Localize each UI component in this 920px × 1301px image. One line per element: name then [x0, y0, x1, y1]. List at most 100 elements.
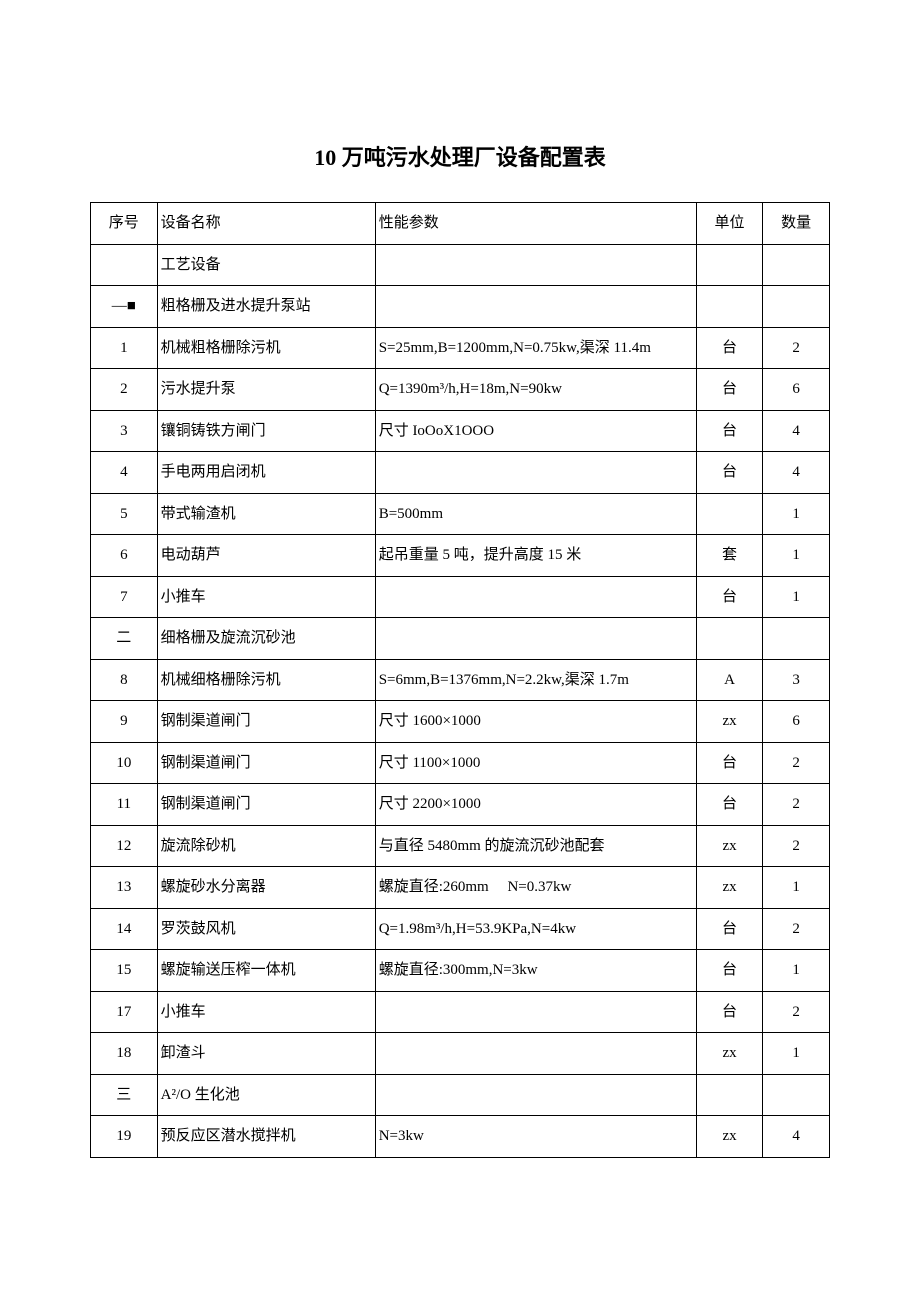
- cell-name: 污水提升泵: [157, 369, 375, 411]
- cell-qty: [763, 618, 830, 660]
- cell-param: 螺旋直径:300mm,N=3kw: [375, 950, 696, 992]
- cell-seq: 3: [91, 410, 158, 452]
- cell-seq: 8: [91, 659, 158, 701]
- cell-unit: zx: [696, 825, 763, 867]
- cell-name: A²/O 生化池: [157, 1074, 375, 1116]
- cell-qty: 2: [763, 991, 830, 1033]
- cell-param: Q=1390m³/h,H=18m,N=90kw: [375, 369, 696, 411]
- cell-seq: [91, 244, 158, 286]
- cell-param: 起吊重量 5 吨，提升高度 15 米: [375, 535, 696, 577]
- cell-qty: 1: [763, 867, 830, 909]
- cell-param: [375, 286, 696, 328]
- cell-param: Q=1.98m³/h,H=53.9KPa,N=4kw: [375, 908, 696, 950]
- cell-param: [375, 452, 696, 494]
- cell-param: 尺寸 2200×1000: [375, 784, 696, 826]
- table-row: 3镶铜铸铁方闸门尺寸 IoOoX1OOO台4: [91, 410, 830, 452]
- cell-param: [375, 244, 696, 286]
- cell-unit: 台: [696, 950, 763, 992]
- cell-unit: 台: [696, 991, 763, 1033]
- cell-param: [375, 1074, 696, 1116]
- cell-unit: zx: [696, 701, 763, 743]
- cell-unit: 台: [696, 576, 763, 618]
- cell-seq: 9: [91, 701, 158, 743]
- cell-name: 电动葫芦: [157, 535, 375, 577]
- cell-qty: 2: [763, 327, 830, 369]
- cell-seq: 17: [91, 991, 158, 1033]
- cell-name: 旋流除砂机: [157, 825, 375, 867]
- table-row: 13螺旋砂水分离器螺旋直径:260mm N=0.37kwzx1: [91, 867, 830, 909]
- cell-unit: 台: [696, 369, 763, 411]
- cell-name: 镶铜铸铁方闸门: [157, 410, 375, 452]
- cell-param: 尺寸 IoOoX1OOO: [375, 410, 696, 452]
- cell-param: 与直径 5480mm 的旋流沉砂池配套: [375, 825, 696, 867]
- cell-qty: 2: [763, 825, 830, 867]
- cell-unit: 台: [696, 452, 763, 494]
- cell-name: 机械细格栅除污机: [157, 659, 375, 701]
- table-row: 10钢制渠道闸门尺寸 1100×1000台2: [91, 742, 830, 784]
- cell-qty: 1: [763, 493, 830, 535]
- cell-unit: 台: [696, 410, 763, 452]
- cell-qty: 4: [763, 410, 830, 452]
- cell-name: 工艺设备: [157, 244, 375, 286]
- cell-unit: [696, 286, 763, 328]
- cell-qty: 6: [763, 369, 830, 411]
- cell-name: 机械粗格栅除污机: [157, 327, 375, 369]
- cell-seq: 1: [91, 327, 158, 369]
- table-row: 14罗茨鼓风机Q=1.98m³/h,H=53.9KPa,N=4kw台2: [91, 908, 830, 950]
- cell-qty: 4: [763, 452, 830, 494]
- cell-unit: [696, 1074, 763, 1116]
- cell-seq: 三: [91, 1074, 158, 1116]
- table-row: 4手电两用启闭机台4: [91, 452, 830, 494]
- cell-seq: —■: [91, 286, 158, 328]
- cell-qty: [763, 286, 830, 328]
- table-header-row: 序号 设备名称 性能参数 单位 数量: [91, 203, 830, 245]
- cell-unit: zx: [696, 867, 763, 909]
- cell-name: 钢制渠道闸门: [157, 784, 375, 826]
- cell-name: 粗格栅及进水提升泵站: [157, 286, 375, 328]
- table-row: 二细格栅及旋流沉砂池: [91, 618, 830, 660]
- cell-unit: zx: [696, 1116, 763, 1158]
- cell-qty: [763, 244, 830, 286]
- cell-seq: 15: [91, 950, 158, 992]
- table-row: 12旋流除砂机与直径 5480mm 的旋流沉砂池配套zx2: [91, 825, 830, 867]
- header-unit: 单位: [696, 203, 763, 245]
- table-row: 7小推车台1: [91, 576, 830, 618]
- cell-unit: zx: [696, 1033, 763, 1075]
- cell-unit: 台: [696, 742, 763, 784]
- table-row: 11钢制渠道闸门尺寸 2200×1000台2: [91, 784, 830, 826]
- cell-seq: 14: [91, 908, 158, 950]
- cell-unit: A: [696, 659, 763, 701]
- table-body: 工艺设备—■粗格栅及进水提升泵站1机械粗格栅除污机S=25mm,B=1200mm…: [91, 244, 830, 1157]
- cell-name: 钢制渠道闸门: [157, 742, 375, 784]
- page-title: 10 万吨污水处理厂设备配置表: [90, 140, 830, 172]
- cell-name: 卸渣斗: [157, 1033, 375, 1075]
- cell-seq: 二: [91, 618, 158, 660]
- cell-unit: 台: [696, 784, 763, 826]
- cell-qty: 2: [763, 784, 830, 826]
- table-row: 6电动葫芦起吊重量 5 吨，提升高度 15 米套1: [91, 535, 830, 577]
- cell-seq: 6: [91, 535, 158, 577]
- equipment-table: 序号 设备名称 性能参数 单位 数量 工艺设备—■粗格栅及进水提升泵站1机械粗格…: [90, 202, 830, 1158]
- cell-name: 细格栅及旋流沉砂池: [157, 618, 375, 660]
- cell-name: 钢制渠道闸门: [157, 701, 375, 743]
- cell-unit: [696, 244, 763, 286]
- table-row: 19预反应区潜水搅拌机N=3kwzx4: [91, 1116, 830, 1158]
- table-row: 1机械粗格栅除污机S=25mm,B=1200mm,N=0.75kw,渠深 11.…: [91, 327, 830, 369]
- cell-param: S=25mm,B=1200mm,N=0.75kw,渠深 11.4m: [375, 327, 696, 369]
- table-row: 5带式输渣机B=500mm1: [91, 493, 830, 535]
- cell-name: 预反应区潜水搅拌机: [157, 1116, 375, 1158]
- cell-name: 手电两用启闭机: [157, 452, 375, 494]
- cell-seq: 10: [91, 742, 158, 784]
- header-seq: 序号: [91, 203, 158, 245]
- header-qty: 数量: [763, 203, 830, 245]
- cell-param: 尺寸 1600×1000: [375, 701, 696, 743]
- cell-qty: [763, 1074, 830, 1116]
- cell-seq: 13: [91, 867, 158, 909]
- cell-unit: 套: [696, 535, 763, 577]
- cell-param: [375, 576, 696, 618]
- cell-qty: 1: [763, 576, 830, 618]
- cell-unit: [696, 493, 763, 535]
- table-row: 三A²/O 生化池: [91, 1074, 830, 1116]
- table-row: 工艺设备: [91, 244, 830, 286]
- cell-param: [375, 618, 696, 660]
